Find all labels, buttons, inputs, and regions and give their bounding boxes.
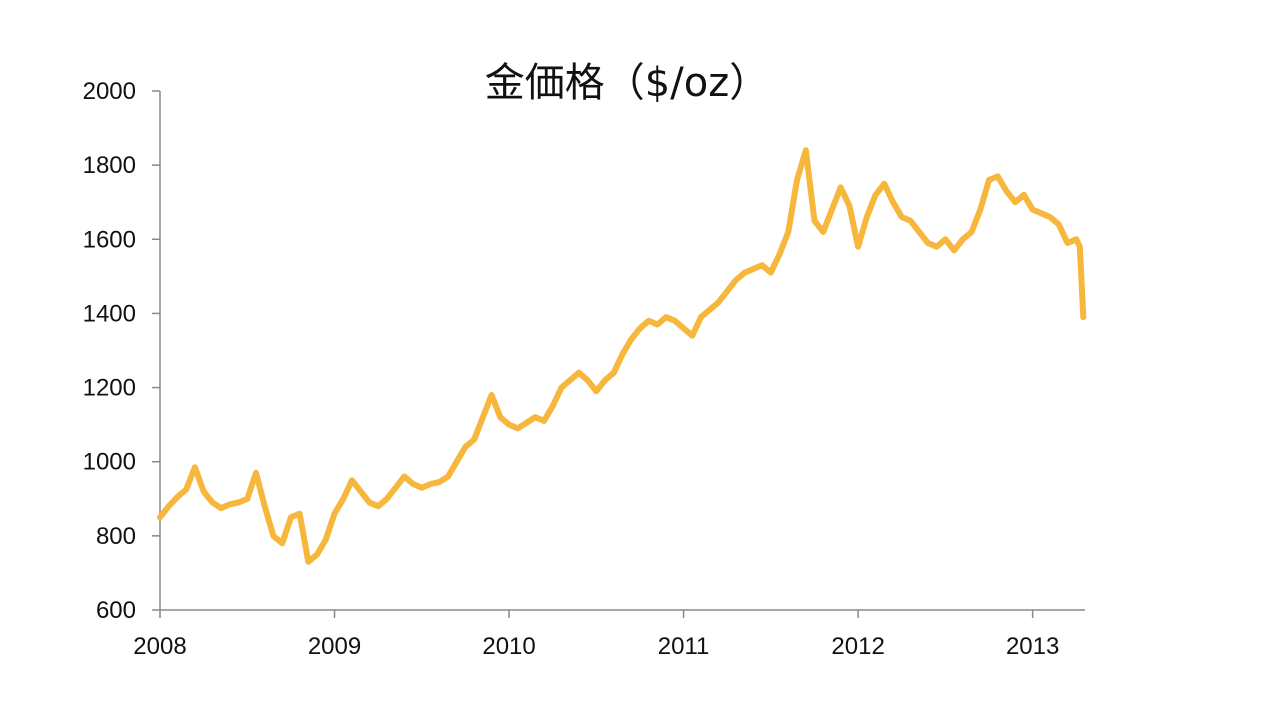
x-tick-label: 2012: [831, 633, 884, 660]
y-tick-label: 2000: [83, 78, 136, 105]
chart-title: 金価格（$/oz）: [485, 60, 769, 106]
y-tick-label: 1200: [83, 375, 136, 402]
x-tick-label: 2009: [308, 633, 361, 660]
y-tick-label: 1600: [83, 226, 136, 253]
x-tick-label: 2008: [133, 633, 186, 660]
gold-price-series-line: [157, 147, 1087, 565]
axes: [152, 90, 1085, 618]
y-tick-label: 800: [96, 523, 136, 550]
y-tick-label: 1000: [83, 449, 136, 476]
y-tick-label: 1800: [83, 152, 136, 179]
y-tick-label: 1400: [83, 300, 136, 327]
y-tick-label: 600: [96, 597, 136, 624]
x-tick-label: 2010: [482, 633, 535, 660]
tick-labels: 600 800 1000 1200 1400 1600 1800 2000 2008 2009 20…: [83, 78, 1060, 660]
x-tick-label: 2013: [1006, 633, 1059, 660]
series-layer: [157, 147, 1087, 565]
x-tick-label: 2011: [658, 633, 710, 660]
